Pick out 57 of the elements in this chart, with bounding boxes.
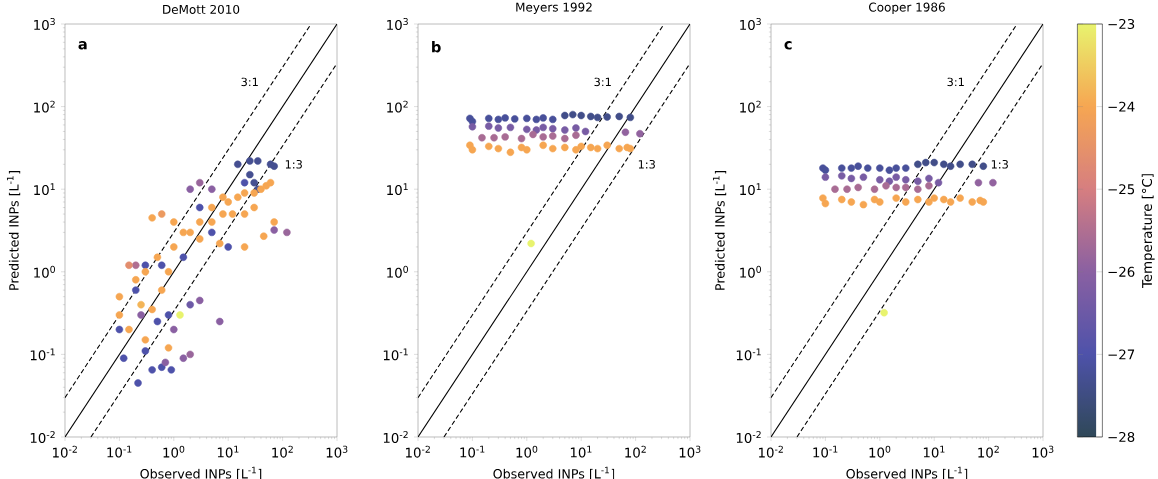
y-tick-label: 10$^{3}$ (387, 18, 408, 30)
x-tick-label: 10$^{1}$ (923, 445, 945, 458)
x-tick-label: 10$^{2}$ (625, 445, 646, 458)
chart-title: DeMott 2010 (163, 4, 240, 14)
color-bar-label: −26 (1108, 266, 1135, 277)
x-tick-label: 10$^{1}$ (570, 445, 592, 458)
y-tick-label: 10$^{2}$ (387, 100, 408, 113)
color-bar-title: Temperature [°C] (1141, 174, 1155, 289)
y-tick-label: 10$^{1}$ (387, 183, 408, 196)
x-tick-label: 10$^{3}$ (1032, 445, 1054, 458)
x-tick-label: 10$^{2}$ (978, 445, 999, 458)
color-bar-label: −27 (1108, 349, 1135, 360)
x-tick-label: 10$^{1}$ (217, 445, 239, 458)
annotation: 1:3 (285, 160, 302, 169)
y-tick-label: 10$^{-2}$ (30, 431, 55, 443)
x-tick-label: 10$^{-2}$ (406, 445, 430, 458)
y-axis-title: Predicted INPs [L$^{-1}$] (712, 171, 727, 290)
x-tick-label: 10$^{2}$ (272, 445, 293, 458)
y-tick-label: 10$^{-1}$ (30, 348, 55, 361)
color-bar-label: −24 (1108, 101, 1135, 112)
color-bar-label: −25 (1108, 184, 1135, 195)
y-tick-label: 10$^{3}$ (34, 18, 55, 30)
chart-title: Cooper 1986 (869, 2, 945, 14)
y-tick-label: 10$^{3}$ (740, 18, 761, 30)
y-tick-label: 10$^{2}$ (740, 100, 761, 113)
y-tick-label: 10$^{-2}$ (383, 431, 408, 443)
x-tick-label: 10$^{0}$ (163, 445, 185, 458)
annotation: 1:3 (638, 160, 655, 169)
annotation: a (78, 41, 87, 50)
x-tick-label: 10$^{0}$ (869, 445, 891, 458)
x-tick-label: 10$^{-1}$ (813, 445, 838, 458)
y-tick-label: 10$^{1}$ (740, 183, 761, 196)
x-tick-label: 10$^{0}$ (516, 445, 538, 458)
annotation: 1:3 (991, 160, 1008, 169)
x-tick-label: 10$^{-1}$ (107, 445, 132, 458)
annotation: 3:1 (594, 77, 611, 87)
y-tick-label: 10$^{1}$ (34, 183, 55, 196)
y-tick-label: 10$^{0}$ (387, 265, 408, 278)
color-bar-label: −28 (1108, 431, 1135, 443)
annotation: 3:1 (241, 77, 258, 87)
x-tick-label: 10$^{3}$ (679, 445, 701, 458)
y-tick-label: 10$^{-2}$ (736, 431, 761, 443)
y-tick-label: 10$^{-1}$ (383, 348, 408, 361)
x-tick-label: 10$^{3}$ (326, 445, 348, 458)
y-tick-label: 10$^{0}$ (34, 265, 55, 278)
chart-title: Meyers 1992 (516, 2, 592, 14)
x-tick-label: 10$^{-1}$ (460, 445, 485, 458)
y-axis-title: Predicted INPs [L$^{-1}$] (6, 171, 21, 290)
annotation: c (784, 41, 792, 50)
color-bar-label: −23 (1108, 18, 1135, 30)
y-tick-label: 10$^{0}$ (740, 265, 761, 278)
annotation: b (432, 41, 441, 53)
annotation: 3:1 (947, 77, 964, 87)
x-tick-label: 10$^{-2}$ (52, 445, 77, 458)
x-tick-label: 10$^{-2}$ (759, 445, 783, 458)
y-tick-label: 10$^{-1}$ (736, 348, 761, 361)
y-tick-label: 10$^{2}$ (34, 100, 55, 113)
